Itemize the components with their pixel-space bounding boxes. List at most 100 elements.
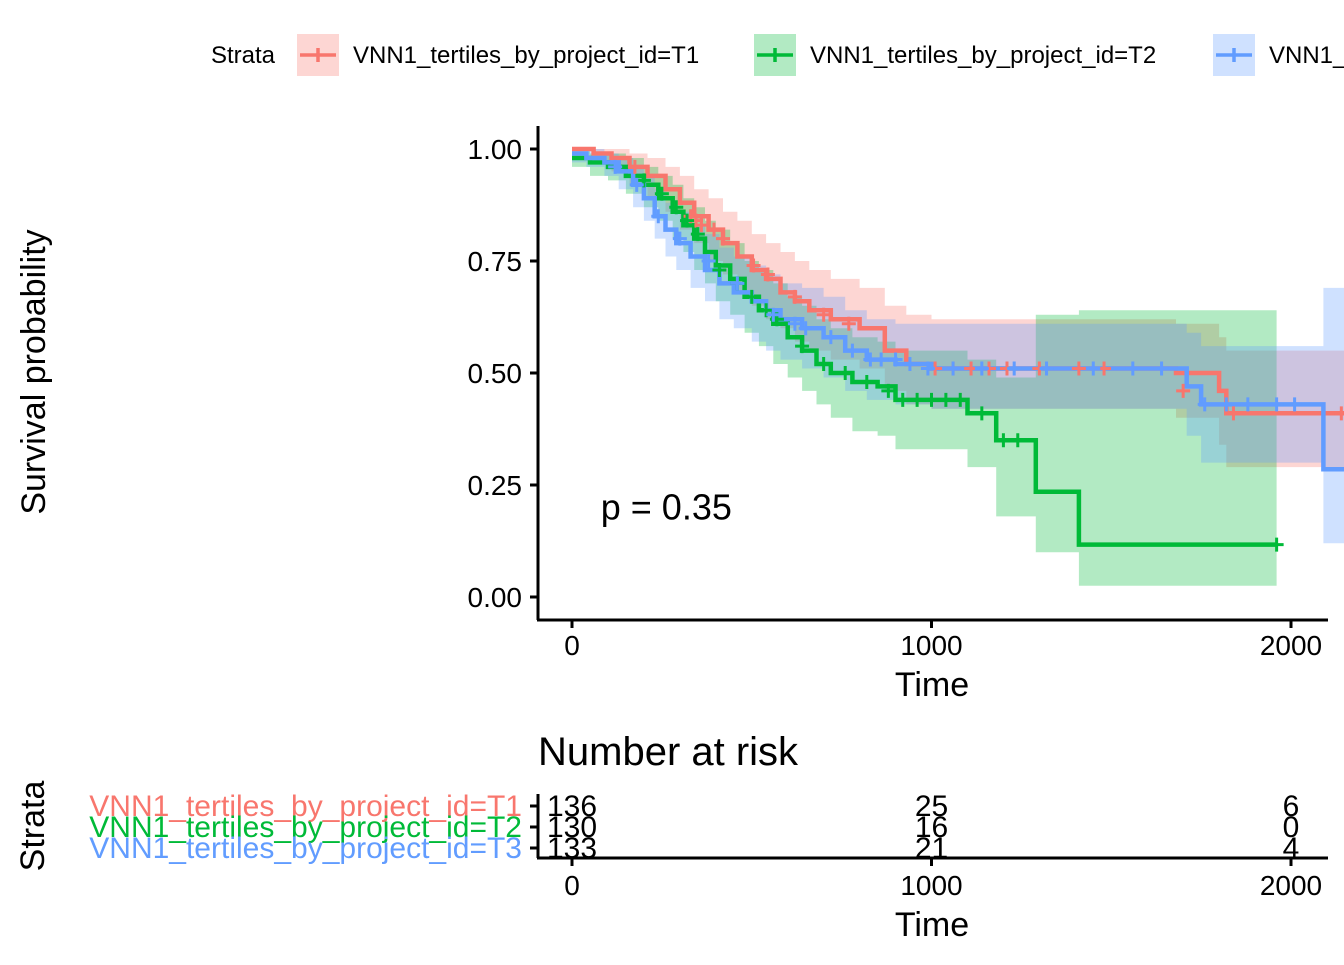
risk-row-label: VNN1_tertiles_by_project_id=T1: [89, 790, 522, 823]
risk-row-label: VNN1_tertiles_by_project_id=T2: [89, 811, 522, 844]
x-tick-label: 1000: [900, 630, 962, 661]
censor-mark-t3: [946, 361, 961, 376]
censor-mark-t3: [1007, 361, 1022, 376]
censor-mark-t2: [838, 366, 853, 380]
censor-mark-t2: [895, 392, 910, 407]
censor-mark-t3: [874, 352, 889, 367]
censor-mark-t2: [759, 303, 774, 318]
censor-mark-t1: [694, 218, 709, 233]
censor-mark-t3: [1197, 397, 1212, 412]
censor-mark-t2: [881, 383, 896, 398]
censor-mark-t3: [1039, 361, 1054, 376]
y-tick-label: 0.75: [468, 246, 523, 277]
censor-mark-t3: [730, 276, 745, 291]
censor-mark-t3: [845, 343, 860, 358]
censor-mark-t3: [974, 361, 989, 376]
censor-mark-t3: [608, 159, 623, 174]
risk-x-tick-label: 2000: [1260, 870, 1322, 901]
risk-table-title: Number at risk: [538, 730, 799, 774]
censor-mark-t2: [680, 213, 695, 228]
censor-mark-t2: [669, 200, 684, 215]
legend-entry-label: VNN1_tertiles_by_project_id=T1: [353, 42, 699, 69]
risk-count: 0: [1283, 811, 1300, 844]
x-tick-label: 2000: [1260, 630, 1322, 661]
censor-mark-t2: [859, 374, 874, 389]
censor-mark-t2: [938, 392, 953, 407]
censor-mark-t3: [1086, 361, 1101, 376]
survival-plot: 0.000.250.500.751.0001000200030004000 p …: [15, 126, 1344, 704]
legend-entry-label: VNN1_tertiles_by_project_id=T2: [810, 42, 1156, 69]
legend-key-line: [1216, 48, 1252, 62]
risk-count: 25: [915, 790, 948, 823]
censor-mark-t1: [715, 231, 730, 246]
censor-mark-t2: [816, 357, 831, 372]
x-tick-label: 0: [564, 630, 580, 661]
legend: Strata VNN1_tertiles_by_project_id=T1 VNN…: [211, 34, 1344, 76]
risk-table-x-title: Time: [895, 906, 969, 944]
censor-mark-t2: [1010, 433, 1025, 448]
censor-mark-t2: [910, 392, 925, 407]
risk-count: 6: [1283, 790, 1300, 823]
ci-band-t3: [572, 149, 1344, 544]
censor-mark-t2: [996, 433, 1011, 448]
y-tick-label: 1.00: [468, 134, 523, 165]
censor-mark-t3: [1287, 397, 1302, 412]
censor-mark-t3: [920, 361, 935, 376]
legend-key-line: [757, 48, 793, 62]
censor-mark-t2: [953, 392, 968, 407]
censor-mark-t2: [712, 262, 727, 277]
censor-mark-t2: [974, 406, 989, 421]
y-tick-label: 0.00: [468, 582, 523, 613]
censor-mark-t2: [924, 392, 939, 407]
legend-key-line: [300, 48, 336, 62]
legend-entry-label: VNN1_tertiles_by_project_id=T3: [1269, 42, 1344, 69]
y-axis-title: Survival probability: [15, 229, 53, 514]
censor-mark-t1: [760, 267, 775, 282]
censor-mark-t3: [787, 316, 802, 331]
censor-mark-t3: [629, 177, 644, 192]
censor-mark-t1: [1226, 406, 1241, 421]
censor-mark-t2: [654, 186, 669, 201]
censor-mark-t2: [744, 289, 759, 304]
censor-mark-t3: [823, 330, 838, 345]
risk-table-y-title: Strata: [14, 781, 52, 872]
legend-title: Strata: [211, 42, 276, 69]
censor-mark-t1: [627, 159, 642, 174]
censor-mark-t1: [746, 258, 761, 273]
p-value-annotation: p = 0.35: [601, 486, 732, 527]
censor-mark-t3: [701, 254, 716, 268]
censor-mark-t3: [888, 352, 903, 367]
risk-table: Number at risk Strata VNN1_tertiles_by_p…: [14, 730, 1328, 944]
censor-mark-t3: [798, 321, 813, 336]
censor-mark-t3: [902, 357, 917, 372]
y-tick-label: 0.50: [468, 358, 523, 389]
censor-mark-t3: [1154, 361, 1169, 376]
y-tick-label: 0.25: [468, 470, 523, 501]
censor-mark-t3: [1219, 397, 1234, 412]
censor-mark-t3: [1125, 361, 1140, 376]
risk-x-tick-label: 0: [564, 870, 580, 901]
censor-mark-t2: [636, 173, 651, 188]
x-axis-title: Time: [895, 666, 969, 704]
censor-mark-t2: [795, 339, 810, 354]
censor-mark-t3: [672, 231, 687, 246]
censor-mark-t1: [1071, 361, 1086, 376]
censor-mark-t3: [651, 209, 666, 224]
risk-x-tick-label: 1000: [900, 870, 962, 901]
censor-mark-t3: [1269, 397, 1284, 412]
censor-mark-t1: [816, 307, 831, 322]
ci-band-t1: [572, 149, 1344, 468]
risk-count: 16: [915, 811, 948, 844]
censor-mark-t1: [1334, 406, 1344, 421]
censor-mark-t1: [1176, 383, 1191, 398]
risk-count: 130: [547, 811, 597, 844]
censor-mark-t2: [690, 227, 705, 242]
censor-mark-t1: [787, 289, 802, 304]
censor-mark-t3: [766, 307, 781, 322]
risk-row-label: VNN1_tertiles_by_project_id=T3: [89, 832, 522, 865]
censor-mark-t2: [1269, 537, 1284, 552]
censor-mark-t1: [707, 222, 722, 237]
censor-mark-t3: [1240, 397, 1255, 412]
